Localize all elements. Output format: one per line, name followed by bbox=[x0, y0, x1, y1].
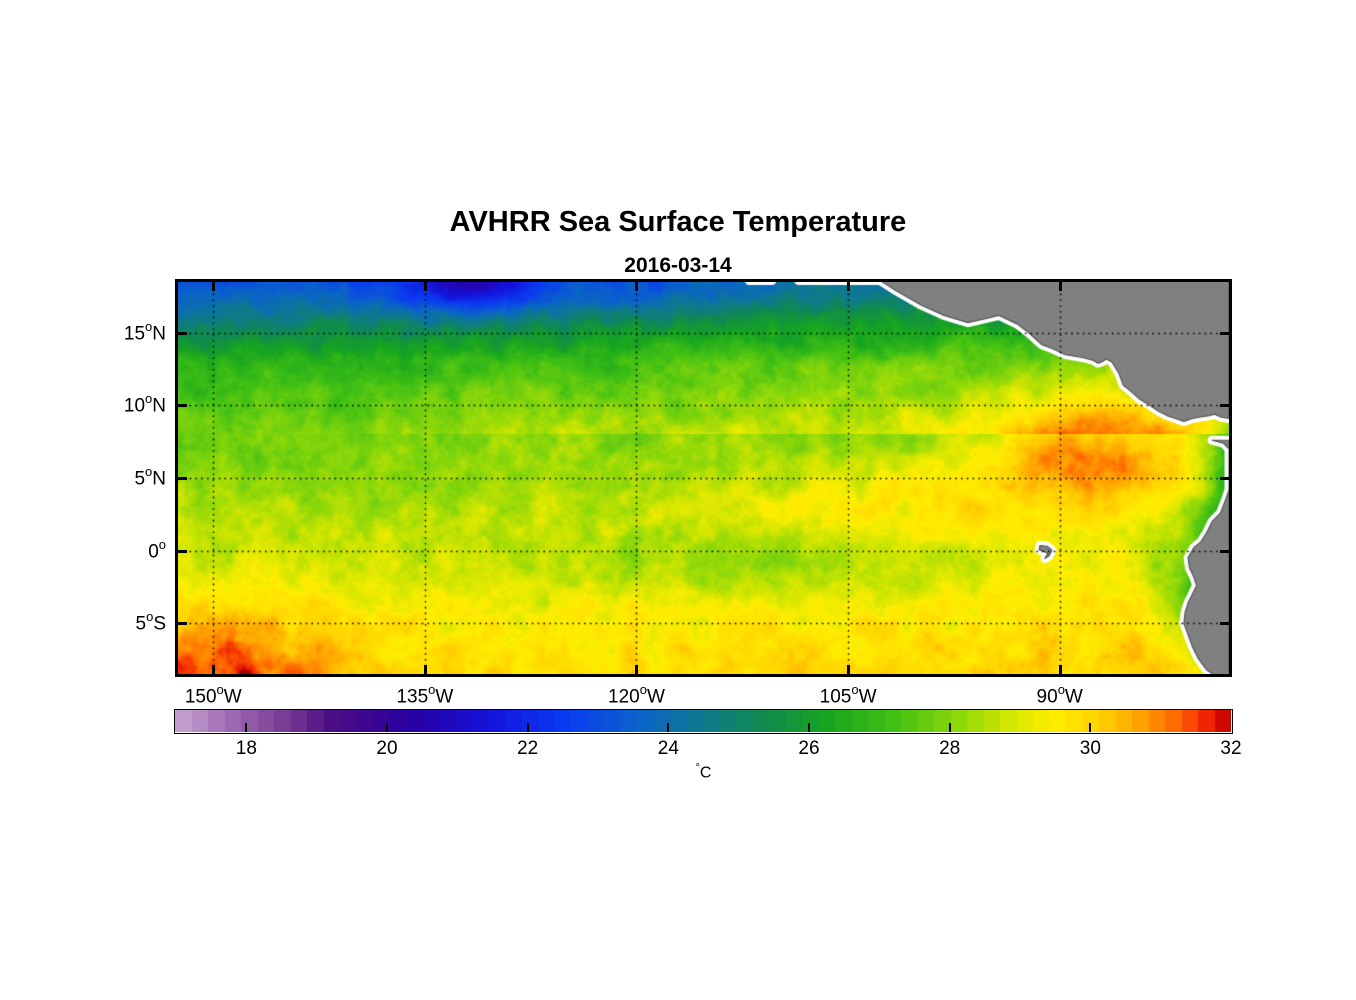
y-tick-right bbox=[1220, 404, 1229, 408]
y-tick-right bbox=[1220, 549, 1229, 553]
colorbar-tick-4 bbox=[808, 723, 810, 732]
colorbar-tick-labels: 18 20 22 24 26 28 30 32 bbox=[174, 738, 1242, 762]
x-tick-bottom bbox=[212, 665, 216, 674]
colorbar-unit-label: °C bbox=[695, 762, 712, 782]
x-tick-top bbox=[847, 282, 851, 291]
y-axis-label-4: 5oS bbox=[135, 609, 167, 635]
y-tick-right bbox=[1220, 477, 1229, 480]
x-tick-bottom bbox=[847, 665, 851, 674]
sst-heatmap bbox=[178, 282, 1229, 674]
colorbar-label-1: 20 bbox=[376, 738, 398, 759]
colorbar bbox=[174, 709, 1233, 734]
colorbar-gradient bbox=[175, 710, 1231, 732]
x-tick-top bbox=[635, 282, 639, 291]
y-axis-tick-labels: 15oN 10oN 5oN 0o 5oS bbox=[60, 279, 166, 677]
y-tick-left bbox=[178, 477, 187, 480]
colorbar-label-6: 30 bbox=[1079, 738, 1101, 759]
x-tick-bottom bbox=[635, 665, 639, 674]
colorbar-tick-0 bbox=[245, 723, 248, 732]
y-tick-right bbox=[1220, 622, 1229, 626]
colorbar-label-7: 32 bbox=[1220, 738, 1242, 759]
y-axis-label-0: 15oN bbox=[123, 318, 166, 345]
x-axis-tick-labels: 150oW 135oW 120oW 105oW 90oW bbox=[175, 682, 1232, 709]
y-axis-label-2: 5oN bbox=[134, 464, 166, 490]
colorbar-tick-3 bbox=[667, 723, 670, 732]
y-axis-label-3: 0o bbox=[148, 536, 166, 562]
x-tick-bottom bbox=[1058, 665, 1062, 674]
sst-map-axes bbox=[175, 279, 1232, 677]
colorbar-tick-6 bbox=[1089, 723, 1092, 732]
colorbar-label-4: 26 bbox=[798, 738, 820, 759]
x-tick-top bbox=[212, 282, 216, 291]
page-title: AVHRR Sea Surface Temperature bbox=[449, 206, 907, 238]
y-tick-left bbox=[178, 404, 187, 408]
x-axis-label-4: 90oW bbox=[1036, 682, 1083, 708]
y-tick-left bbox=[178, 622, 187, 626]
y-axis-label-1: 10oN bbox=[123, 391, 166, 417]
colorbar-label-0: 18 bbox=[235, 738, 257, 759]
x-tick-top bbox=[1058, 282, 1062, 291]
y-tick-left bbox=[178, 331, 187, 335]
chart-subtitle-date: 2016-03-14 bbox=[624, 254, 732, 277]
colorbar-label-2: 22 bbox=[517, 738, 539, 759]
x-axis-label-0: 150oW bbox=[184, 682, 242, 708]
colorbar-label-3: 24 bbox=[657, 738, 679, 759]
x-tick-top bbox=[423, 282, 427, 291]
x-axis-label-3: 105oW bbox=[819, 682, 877, 708]
y-tick-right bbox=[1220, 331, 1229, 335]
x-axis-label-1: 135oW bbox=[396, 682, 454, 708]
x-axis-label-2: 120oW bbox=[608, 682, 665, 708]
colorbar-tick-5 bbox=[948, 723, 951, 732]
colorbar-tick-2 bbox=[526, 723, 529, 732]
x-tick-bottom bbox=[423, 665, 427, 674]
y-tick-left bbox=[178, 549, 187, 553]
colorbar-tick-1 bbox=[386, 723, 388, 732]
colorbar-label-5: 28 bbox=[939, 738, 961, 759]
